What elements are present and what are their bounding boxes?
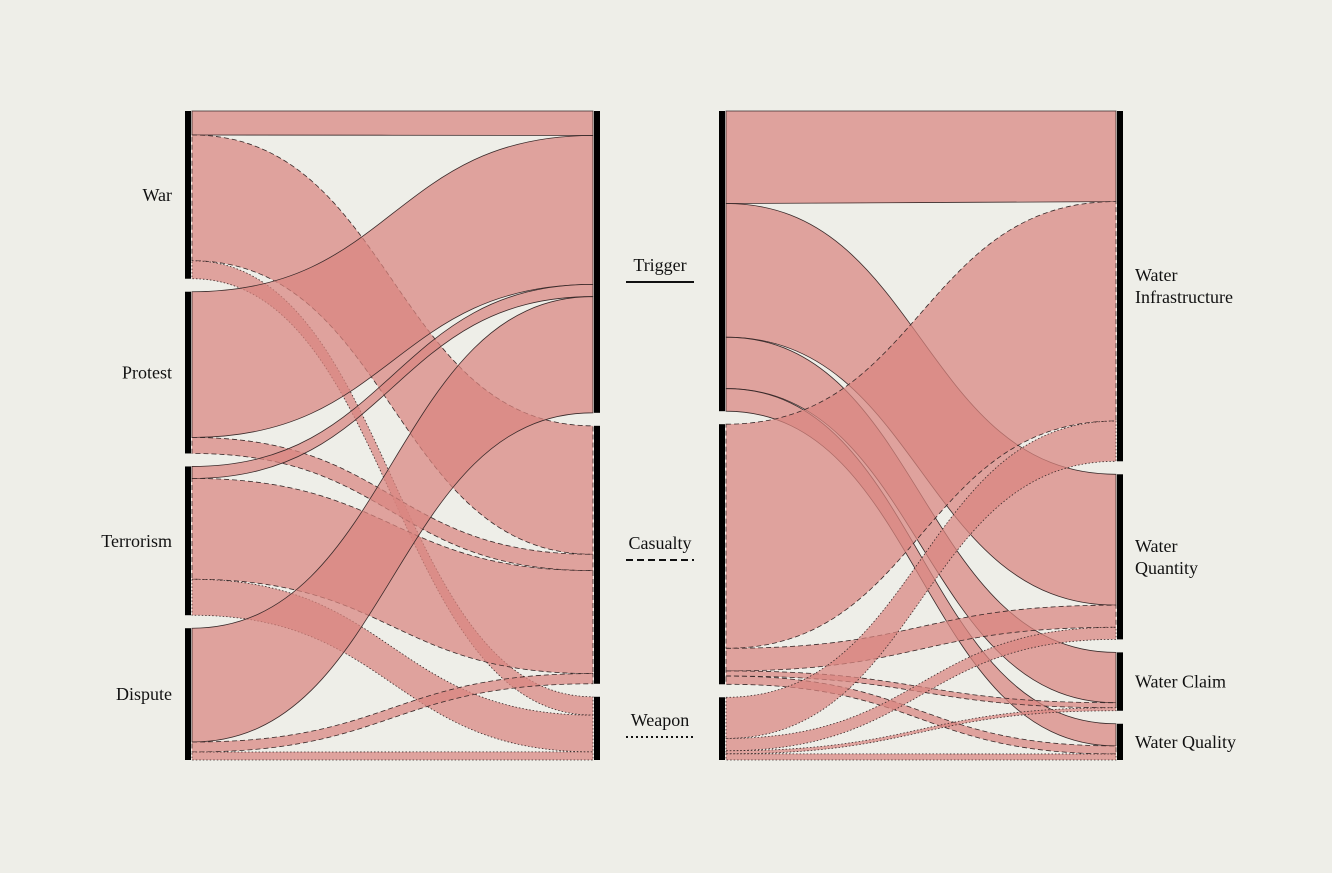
flow-weapon-quality	[725, 753, 1117, 761]
label-quantity-line-0: Water	[1135, 536, 1178, 556]
right-bar-infrastructure	[1117, 111, 1123, 462]
label-war: War	[142, 185, 172, 205]
middle-left-bar-weapon	[594, 696, 600, 760]
right-bar-claim	[1117, 652, 1123, 711]
label-protest: Protest	[122, 363, 172, 383]
label-quality-line-0: Water Quality	[1135, 732, 1236, 752]
flow-weapon-infrastructure	[725, 420, 1117, 739]
middle-left-bar-trigger	[594, 111, 600, 413]
flow-weapon-claim	[725, 707, 1117, 755]
flow-dispute-casualty	[191, 673, 594, 753]
label-quantity-line-1: Quantity	[1135, 558, 1198, 578]
flow-war-trigger	[191, 110, 594, 136]
label-trigger: Trigger	[633, 255, 686, 275]
label-casualty: Casualty	[629, 533, 692, 553]
left-bar-dispute	[185, 628, 191, 760]
middle-right-bar-trigger	[719, 111, 725, 412]
right-bar-quantity	[1117, 474, 1123, 640]
flow-casualty-quality	[725, 675, 1117, 755]
label-infrastructure-line-1: Infrastructure	[1135, 287, 1233, 307]
left-bar-protest	[185, 291, 191, 454]
flow-casualty-infrastructure	[725, 201, 1117, 649]
left-bar-war	[185, 111, 191, 279]
label-dispute: Dispute	[116, 684, 172, 704]
right-bar-quality	[1117, 723, 1123, 760]
label-infrastructure-line-0: Water	[1135, 265, 1178, 285]
flow-trigger-infrastructure	[725, 110, 1117, 204]
left-bar-terrorism	[185, 466, 191, 616]
label-claim-line-0: Water Claim	[1135, 672, 1226, 692]
flow-weapon-quantity	[725, 626, 1117, 752]
label-weapon: Weapon	[631, 710, 690, 730]
flow-dispute-trigger	[191, 296, 594, 743]
middle-left-bar-casualty	[594, 425, 600, 684]
middle-right-bar-weapon	[719, 697, 725, 760]
flow-dispute-weapon	[191, 751, 594, 761]
middle-right-bar-casualty	[719, 424, 725, 685]
label-terrorism: Terrorism	[101, 531, 172, 551]
